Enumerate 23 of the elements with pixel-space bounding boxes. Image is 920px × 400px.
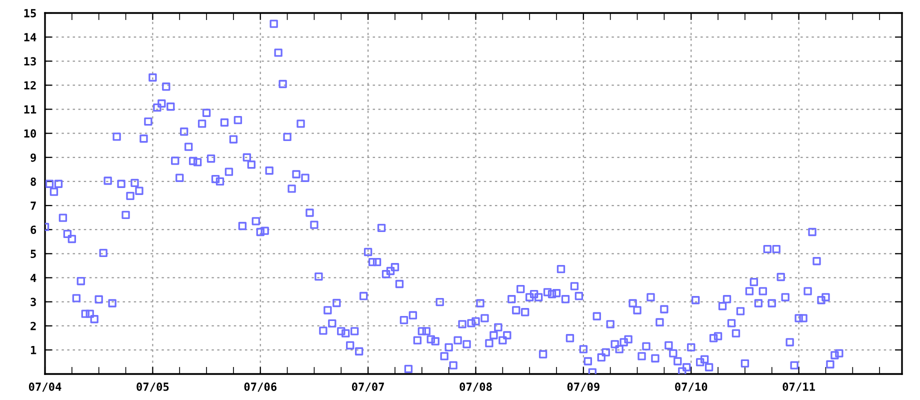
y-tick-label: 15 bbox=[24, 9, 36, 18]
x-tick-label: 07/09 bbox=[567, 382, 600, 392]
x-tick-label: 07/11 bbox=[782, 382, 815, 392]
y-tick-label: 9 bbox=[30, 153, 36, 162]
x-tick-label: 07/07 bbox=[352, 382, 384, 392]
y-tick-label: 5 bbox=[30, 250, 36, 258]
x-tick-label: 07/08 bbox=[460, 382, 492, 392]
y-tick-label: 1 bbox=[31, 346, 36, 354]
y-tick-label: 8 bbox=[30, 177, 36, 186]
y-tick-label: 12 bbox=[24, 81, 36, 90]
y-tick-label: 4 bbox=[30, 274, 36, 282]
y-tick-label: 7 bbox=[30, 202, 36, 210]
x-tick-label: 07/10 bbox=[675, 382, 708, 392]
y-tick-label: 13 bbox=[24, 57, 36, 66]
x-tick-label: 07/05 bbox=[136, 382, 169, 392]
y-tick-label: 2 bbox=[30, 322, 36, 330]
y-tick-label: 6 bbox=[30, 226, 36, 234]
x-tick-label: 07/06 bbox=[244, 382, 276, 392]
y-tick-label: 11 bbox=[24, 105, 36, 114]
y-tick-label: 3 bbox=[30, 298, 36, 306]
y-tick-label: 14 bbox=[24, 33, 36, 42]
x-tick-label: 07/04 bbox=[28, 382, 62, 392]
y-tick-label: 10 bbox=[24, 129, 36, 138]
